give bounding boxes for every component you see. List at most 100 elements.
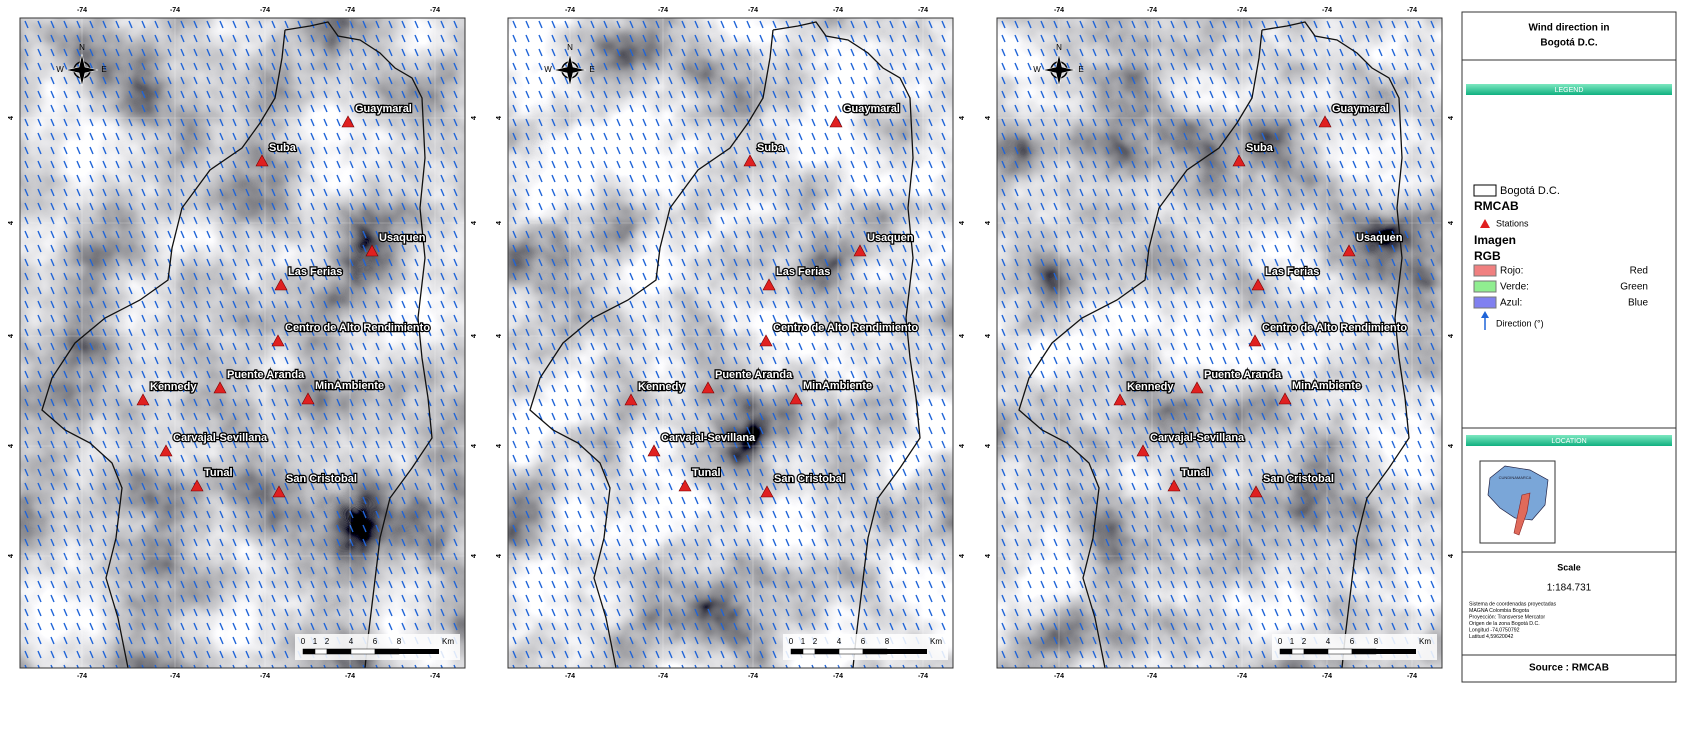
station-label: San Cristobal: [1263, 473, 1334, 485]
scale-label: 4: [837, 637, 842, 646]
x-tick-label: -74: [170, 7, 180, 14]
projection-line: Origen de la zona Bogotá D.C.: [1469, 621, 1540, 627]
scale-label: 1: [1290, 637, 1295, 646]
y-tick-label: 4: [1448, 221, 1455, 225]
scale-bar-bg: [295, 634, 460, 660]
y-tick-label: 4: [985, 444, 992, 448]
y-tick-label: 4: [985, 221, 992, 225]
wind-vectors: [997, 18, 1442, 668]
y-tick-label: 4: [496, 554, 503, 558]
station-label: Tunal: [692, 467, 721, 479]
band-name: Rojo:: [1500, 266, 1523, 277]
scale-label: 6: [861, 637, 866, 646]
band-name: Verde:: [1500, 282, 1529, 293]
x-tick-label: -74: [170, 673, 180, 680]
x-tick-label: -74: [430, 673, 440, 680]
x-tick-label: -74: [77, 673, 87, 680]
x-tick-label: -74: [260, 7, 270, 14]
map-panel: NWEGuaymaralSubaUsaquenLas FeriasCentro …: [496, 7, 966, 680]
x-tick-label: -74: [260, 673, 270, 680]
y-tick-label: 4: [8, 444, 15, 448]
y-tick-label: 4: [471, 334, 478, 338]
station-label: Usaquen: [379, 232, 426, 244]
band-name: Azul:: [1500, 298, 1522, 309]
x-tick-label: -74: [1407, 7, 1417, 14]
x-tick-label: -74: [833, 673, 843, 680]
station-label: Guaymaral: [1332, 103, 1389, 115]
station-label: Las Ferias: [776, 266, 830, 278]
compass-label: N: [1056, 43, 1062, 52]
station-label: MinAmbiente: [315, 380, 384, 392]
scale-label: 8: [397, 637, 402, 646]
station-label: Suba: [269, 142, 297, 154]
station-label: Centro de Alto Rendimiento: [773, 322, 918, 334]
scale-label: 2: [325, 637, 330, 646]
station-label: Suba: [1246, 142, 1274, 154]
y-tick-label: 4: [1448, 444, 1455, 448]
y-tick-label: 4: [959, 116, 966, 120]
scale-label: Km: [442, 637, 454, 646]
compass-label: W: [56, 65, 64, 74]
y-tick-label: 4: [496, 444, 503, 448]
wind-vectors: [508, 18, 953, 668]
station-label: Kennedy: [638, 381, 685, 393]
station-label: MinAmbiente: [1292, 380, 1361, 392]
y-tick-label: 4: [985, 334, 992, 338]
scale-bar-bg: [1272, 634, 1437, 660]
scale-label: 0: [301, 637, 306, 646]
station-label: Carvajal-Sevillana: [1150, 432, 1245, 444]
banner-text: LOCATION: [1551, 438, 1586, 445]
scale-segment: [399, 649, 439, 654]
legend-panel: Wind direction in Bogotá D.C. LEGEND Bog…: [1462, 12, 1676, 682]
y-tick-label: 4: [471, 554, 478, 558]
legend-heading: RMCAB: [1474, 199, 1519, 213]
compass-label: E: [1078, 65, 1083, 74]
band-label: Blue: [1628, 298, 1648, 309]
x-tick-label: -74: [1407, 673, 1417, 680]
y-tick-label: 4: [1448, 334, 1455, 338]
scale-label: 0: [1278, 637, 1283, 646]
station-label: Guaymaral: [355, 103, 412, 115]
scale-text: 1:184.731: [1547, 583, 1592, 594]
scale-segment: [351, 649, 375, 654]
y-tick-label: 4: [959, 221, 966, 225]
station-label: Usaquen: [1356, 232, 1403, 244]
x-tick-label: -74: [1237, 7, 1247, 14]
compass-label: E: [101, 65, 106, 74]
scale-label: 2: [813, 637, 818, 646]
band-swatch: [1474, 297, 1496, 308]
compass-label: E: [589, 65, 594, 74]
scale-segment: [1304, 649, 1328, 654]
y-tick-label: 4: [959, 554, 966, 558]
y-tick-label: 4: [496, 334, 503, 338]
scale-segment: [315, 649, 327, 654]
station-label: MinAmbiente: [803, 380, 872, 392]
station-label: Suba: [757, 142, 785, 154]
station-label: Kennedy: [150, 381, 197, 393]
scale-label: Km: [930, 637, 942, 646]
y-tick-label: 4: [8, 554, 15, 558]
scale-label: 8: [1374, 637, 1379, 646]
x-tick-label: -74: [345, 673, 355, 680]
projection-line: Proyección: Transverse Mercator: [1469, 614, 1545, 620]
x-tick-label: -74: [658, 673, 668, 680]
station-label: Centro de Alto Rendimiento: [285, 322, 430, 334]
station-label: Guaymaral: [843, 103, 900, 115]
projection-line: Latitud 4,59620042: [1469, 634, 1514, 640]
legend-heading: RGB: [1474, 249, 1501, 263]
legend-item: Direction (°): [1496, 318, 1544, 328]
scale-label: Km: [1419, 637, 1431, 646]
compass-label: W: [1033, 65, 1041, 74]
page: Wind direction in Bogotá D.C. LEGEND Bog…: [0, 0, 1683, 734]
band-label: Green: [1620, 282, 1648, 293]
x-tick-label: -74: [748, 673, 758, 680]
x-tick-label: -74: [565, 673, 575, 680]
y-tick-label: 4: [959, 334, 966, 338]
station-label: San Cristobal: [774, 473, 845, 485]
scale-label: 1: [313, 637, 318, 646]
x-tick-label: -74: [1322, 7, 1332, 14]
scale-segment: [839, 649, 863, 654]
x-tick-label: -74: [345, 7, 355, 14]
